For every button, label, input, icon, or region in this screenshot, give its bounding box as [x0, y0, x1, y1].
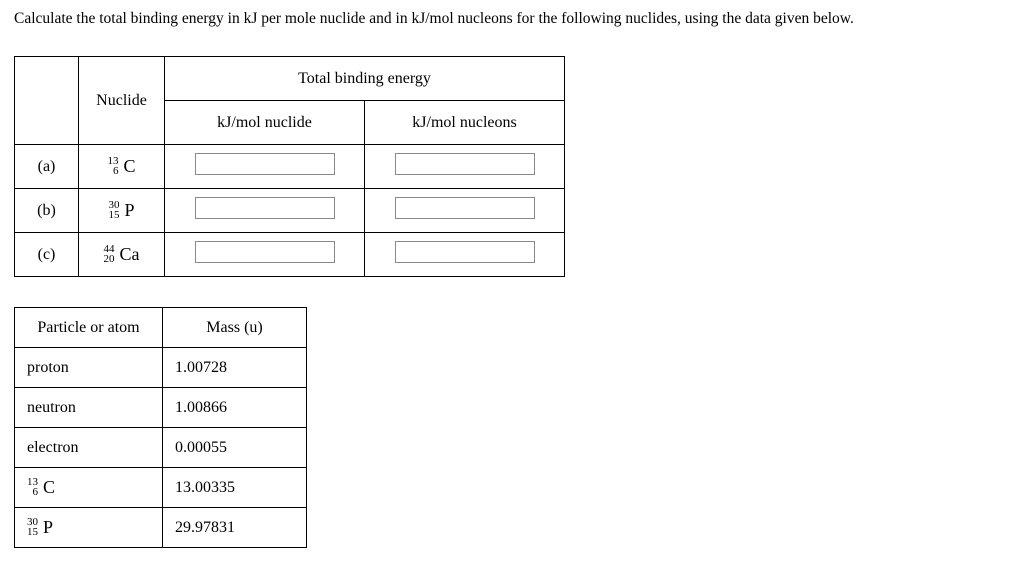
- table-row: (c) 44 20 Ca: [15, 233, 565, 277]
- mass-value: 1.00728: [163, 348, 307, 388]
- table-row: proton 1.00728: [15, 348, 307, 388]
- header-blank: [15, 57, 79, 145]
- answer-input-nucleon[interactable]: [395, 241, 535, 263]
- header-particle: Particle or atom: [15, 308, 163, 348]
- answer-input-nuclide[interactable]: [195, 241, 335, 263]
- atomic-number: 15: [108, 211, 119, 220]
- input-cell: [165, 233, 365, 277]
- row-label: (b): [15, 189, 79, 233]
- input-cell: [165, 189, 365, 233]
- particle-label: electron: [15, 428, 163, 468]
- input-cell: [365, 145, 565, 189]
- table-row: 30 15 P 29.97831: [15, 508, 307, 548]
- particle-label: 30 15 P: [15, 508, 163, 548]
- header-mass: Mass (u): [163, 308, 307, 348]
- input-cell: [165, 145, 365, 189]
- question-text: Calculate the total binding energy in kJ…: [14, 10, 1010, 28]
- nuclide-cell: 30 15 P: [79, 189, 165, 233]
- input-cell: [365, 233, 565, 277]
- table-row: neutron 1.00866: [15, 388, 307, 428]
- header-nuclide: Nuclide: [79, 57, 165, 145]
- nuclide-cell: 13 6 C: [79, 145, 165, 189]
- particle-label: 13 6 C: [15, 468, 163, 508]
- table-row: electron 0.00055: [15, 428, 307, 468]
- atomic-number: 6: [27, 488, 38, 497]
- mass-value: 0.00055: [163, 428, 307, 468]
- element-symbol: P: [43, 517, 53, 538]
- mass-value: 29.97831: [163, 508, 307, 548]
- element-symbol: C: [43, 477, 55, 498]
- mass-value: 1.00866: [163, 388, 307, 428]
- atomic-number: 20: [104, 255, 115, 264]
- nuclide-symbol: 13 6 C: [107, 156, 135, 177]
- header-per-nuclide: kJ/mol nuclide: [165, 101, 365, 145]
- element-symbol: C: [123, 156, 135, 177]
- element-symbol: P: [124, 200, 134, 221]
- header-total-binding-energy: Total binding energy: [165, 57, 565, 101]
- header-per-nucleon: kJ/mol nucleons: [365, 101, 565, 145]
- row-label: (c): [15, 233, 79, 277]
- table-row: (b) 30 15 P: [15, 189, 565, 233]
- row-label: (a): [15, 145, 79, 189]
- input-cell: [365, 189, 565, 233]
- element-symbol: Ca: [120, 244, 140, 265]
- binding-energy-table: Nuclide Total binding energy kJ/mol nucl…: [14, 56, 565, 277]
- nuclide-symbol: 44 20 Ca: [104, 244, 140, 265]
- table-row: 13 6 C 13.00335: [15, 468, 307, 508]
- nuclide-symbol: 13 6 C: [27, 477, 55, 498]
- mass-value: 13.00335: [163, 468, 307, 508]
- atomic-number: 15: [27, 528, 38, 537]
- answer-input-nucleon[interactable]: [395, 197, 535, 219]
- atomic-number: 6: [107, 167, 118, 176]
- answer-input-nuclide[interactable]: [195, 197, 335, 219]
- table-header-row-1: Nuclide Total binding energy: [15, 57, 565, 101]
- nuclide-symbol: 30 15 P: [27, 517, 53, 538]
- particle-label: neutron: [15, 388, 163, 428]
- nuclide-cell: 44 20 Ca: [79, 233, 165, 277]
- nuclide-symbol: 30 15 P: [108, 200, 134, 221]
- table-row: (a) 13 6 C: [15, 145, 565, 189]
- table-header-row: Particle or atom Mass (u): [15, 308, 307, 348]
- mass-data-table: Particle or atom Mass (u) proton 1.00728…: [14, 307, 307, 548]
- answer-input-nucleon[interactable]: [395, 153, 535, 175]
- answer-input-nuclide[interactable]: [195, 153, 335, 175]
- particle-label: proton: [15, 348, 163, 388]
